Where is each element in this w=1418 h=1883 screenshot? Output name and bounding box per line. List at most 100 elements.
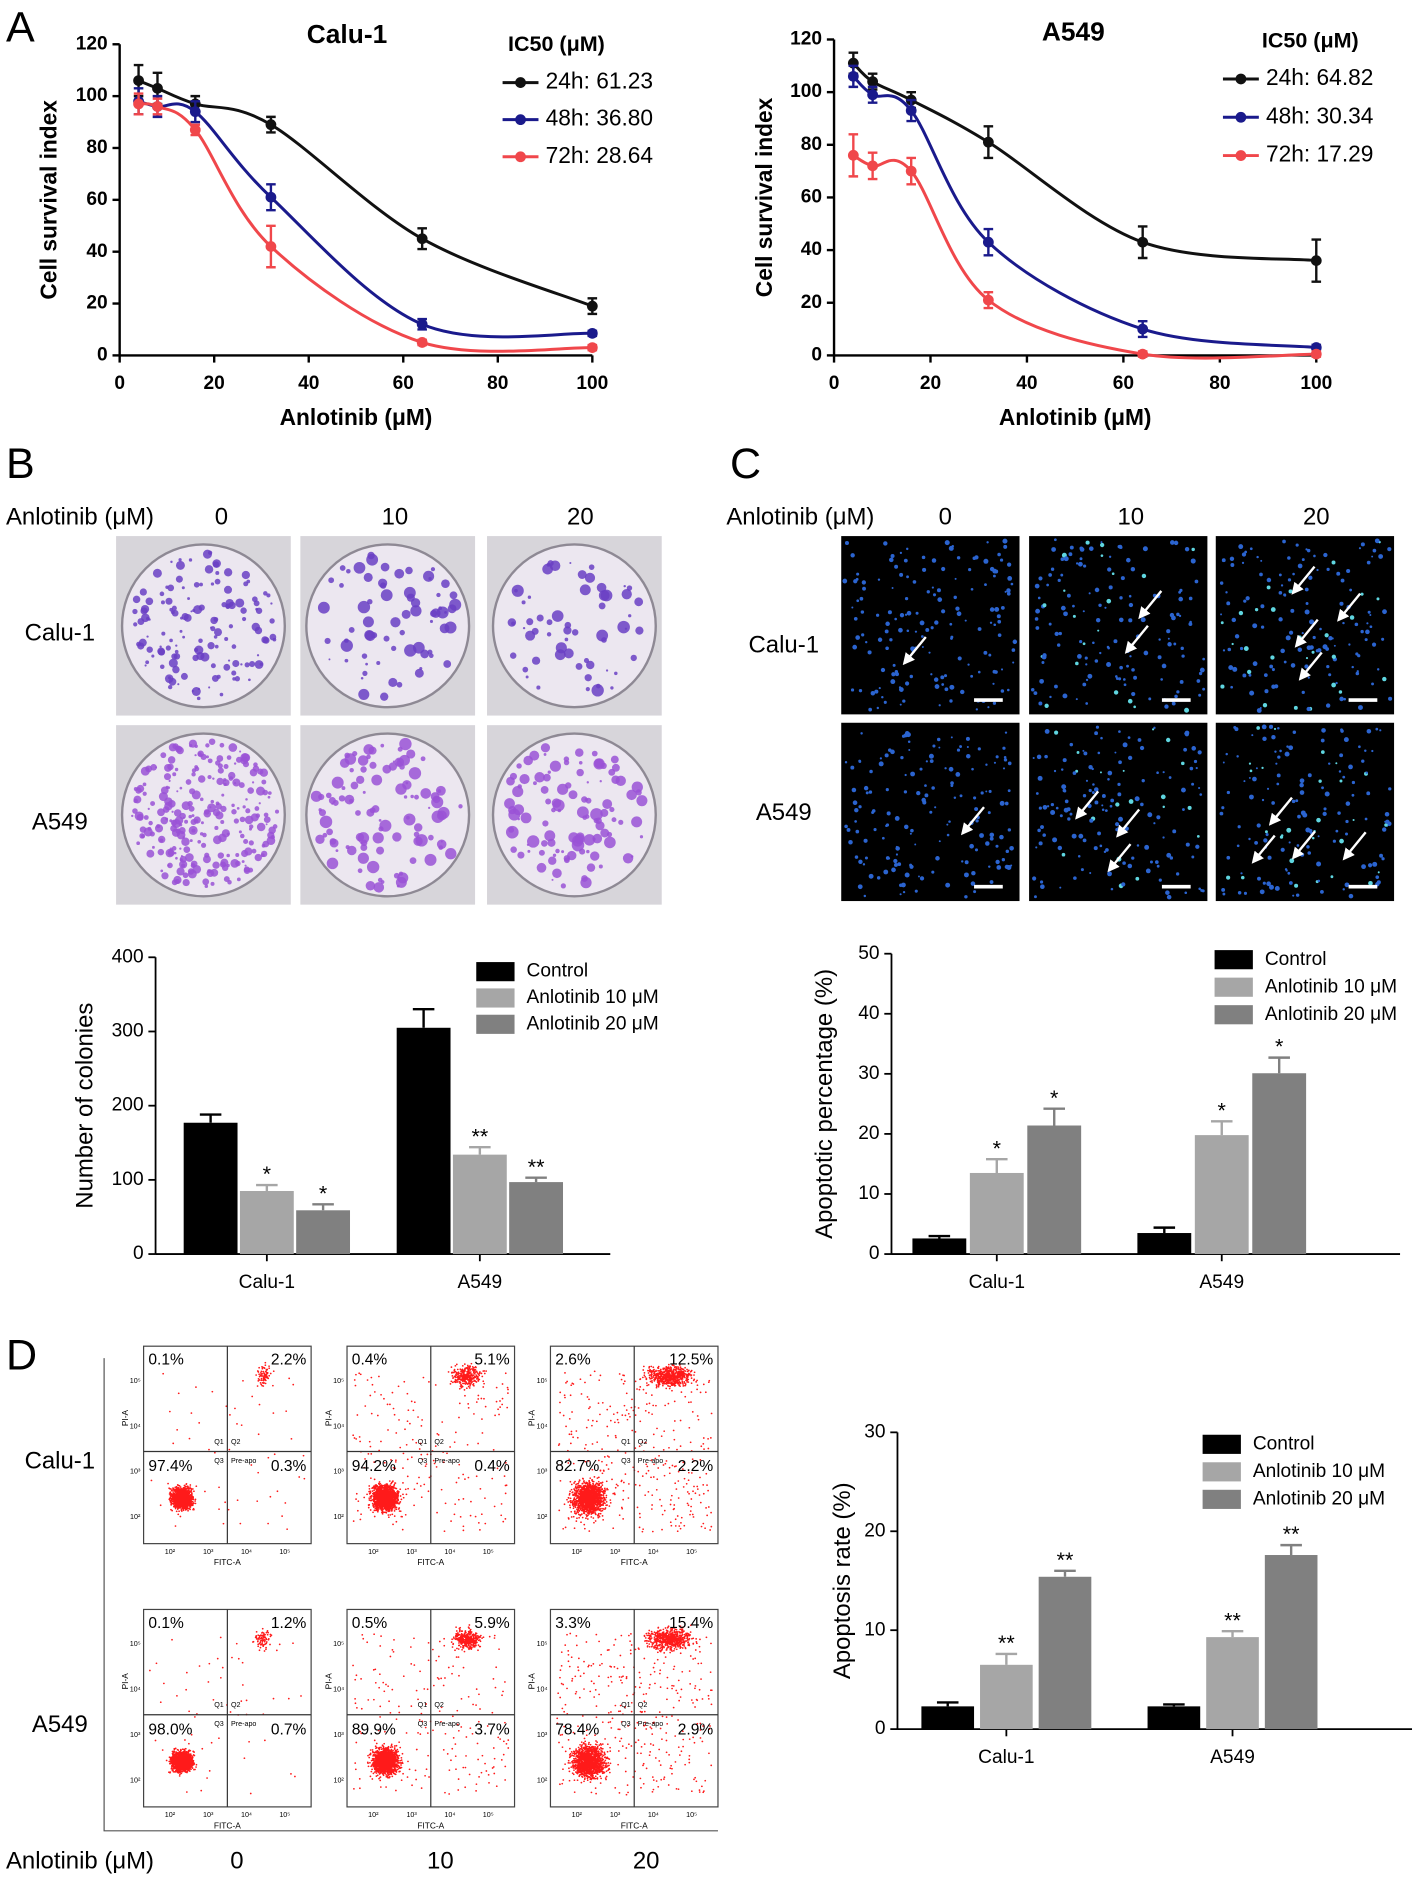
nucleus (1072, 771, 1077, 775)
nucleus (850, 553, 855, 558)
nucleus (1256, 708, 1262, 713)
gate-label: Q2 (434, 1701, 444, 1709)
nucleus (1094, 587, 1100, 593)
nucleus (1040, 884, 1045, 890)
nucleus (1160, 794, 1166, 800)
nucleus (881, 836, 885, 840)
y-axis-label: PI-A (120, 1409, 130, 1426)
nucleus (891, 587, 894, 590)
colony (142, 791, 147, 796)
nucleus (1295, 893, 1300, 897)
nucleus (1271, 801, 1275, 805)
error-bar (1163, 1703, 1185, 1707)
colony (591, 750, 598, 757)
y-tick-label: 50 (858, 943, 879, 964)
nucleus (901, 882, 906, 888)
axis-tick-label: 10⁵ (537, 1377, 548, 1385)
colony (243, 867, 251, 874)
colony (394, 568, 405, 579)
colony (527, 849, 531, 853)
colony (378, 819, 382, 822)
gate-label: Q1 (621, 1438, 631, 1446)
colony (266, 836, 276, 845)
colony (221, 601, 227, 608)
nucleus (931, 586, 934, 589)
axis-tick-label: 10⁵ (483, 1811, 494, 1819)
nucleus (1199, 667, 1205, 673)
arrow (1107, 843, 1132, 873)
nucleus (861, 580, 867, 585)
nucleus (852, 800, 858, 806)
nucleus (906, 547, 909, 551)
colony (388, 677, 398, 688)
nucleus (941, 683, 945, 686)
nucleus (974, 807, 979, 812)
nucleus (916, 790, 921, 796)
colony (263, 591, 268, 596)
colony (226, 853, 230, 858)
nucleus (1095, 725, 1100, 729)
colony (270, 602, 273, 605)
colony (148, 618, 151, 621)
colony (139, 588, 147, 596)
nucleus (1268, 724, 1274, 729)
colony (360, 766, 367, 773)
nucleus (1308, 575, 1313, 580)
nucleus (1117, 545, 1121, 549)
error-bar (1054, 1569, 1076, 1577)
nucleus (1316, 817, 1321, 823)
nucleus (1060, 605, 1066, 611)
colony (538, 849, 545, 856)
y-tick-label: 120 (790, 29, 822, 50)
nucleus (946, 833, 950, 837)
colony (331, 776, 344, 789)
nucleus (1097, 629, 1100, 632)
axis-tick-label: 10² (572, 1548, 583, 1556)
point (905, 165, 917, 177)
nucleus (965, 736, 970, 741)
colony (563, 626, 572, 635)
nucleus (1156, 771, 1159, 775)
nucleus (1171, 701, 1176, 706)
image-background (1215, 536, 1395, 715)
colony (240, 607, 247, 614)
nucleus (931, 558, 937, 563)
nucleus (1300, 810, 1306, 816)
colony (576, 768, 584, 777)
nucleus (867, 650, 872, 655)
nucleus (938, 746, 941, 749)
x-tick-label: Calu-1 (969, 1272, 1025, 1293)
nucleus (1104, 809, 1108, 812)
nucleus (1032, 876, 1037, 881)
nucleus (1366, 560, 1371, 565)
colony (368, 746, 377, 755)
colony (182, 635, 186, 639)
nucleus (1101, 794, 1106, 798)
nucleus (1236, 844, 1240, 848)
nucleus (1038, 701, 1043, 706)
nucleus (1293, 705, 1298, 710)
nucleus (1037, 596, 1041, 600)
colony (380, 743, 385, 748)
colony (193, 581, 200, 588)
colony (179, 847, 182, 850)
nucleus (1162, 836, 1165, 839)
x-axis-label: FITC-A (621, 1557, 648, 1567)
nucleus (1037, 828, 1041, 833)
colony (208, 738, 216, 745)
nucleus (1097, 831, 1102, 836)
nucleus (1198, 786, 1201, 790)
nucleus (854, 808, 859, 813)
nucleus (950, 784, 954, 788)
colony (424, 853, 437, 866)
colony (145, 765, 153, 773)
nucleus (995, 755, 999, 759)
nucleus (1295, 799, 1299, 803)
legend-label: Anlotinib 20 μM (527, 1013, 659, 1034)
colony (165, 645, 171, 651)
colony (531, 656, 541, 665)
nucleus (1087, 673, 1093, 679)
nucleus (1141, 573, 1147, 579)
colony (183, 816, 185, 819)
colony (430, 567, 436, 572)
